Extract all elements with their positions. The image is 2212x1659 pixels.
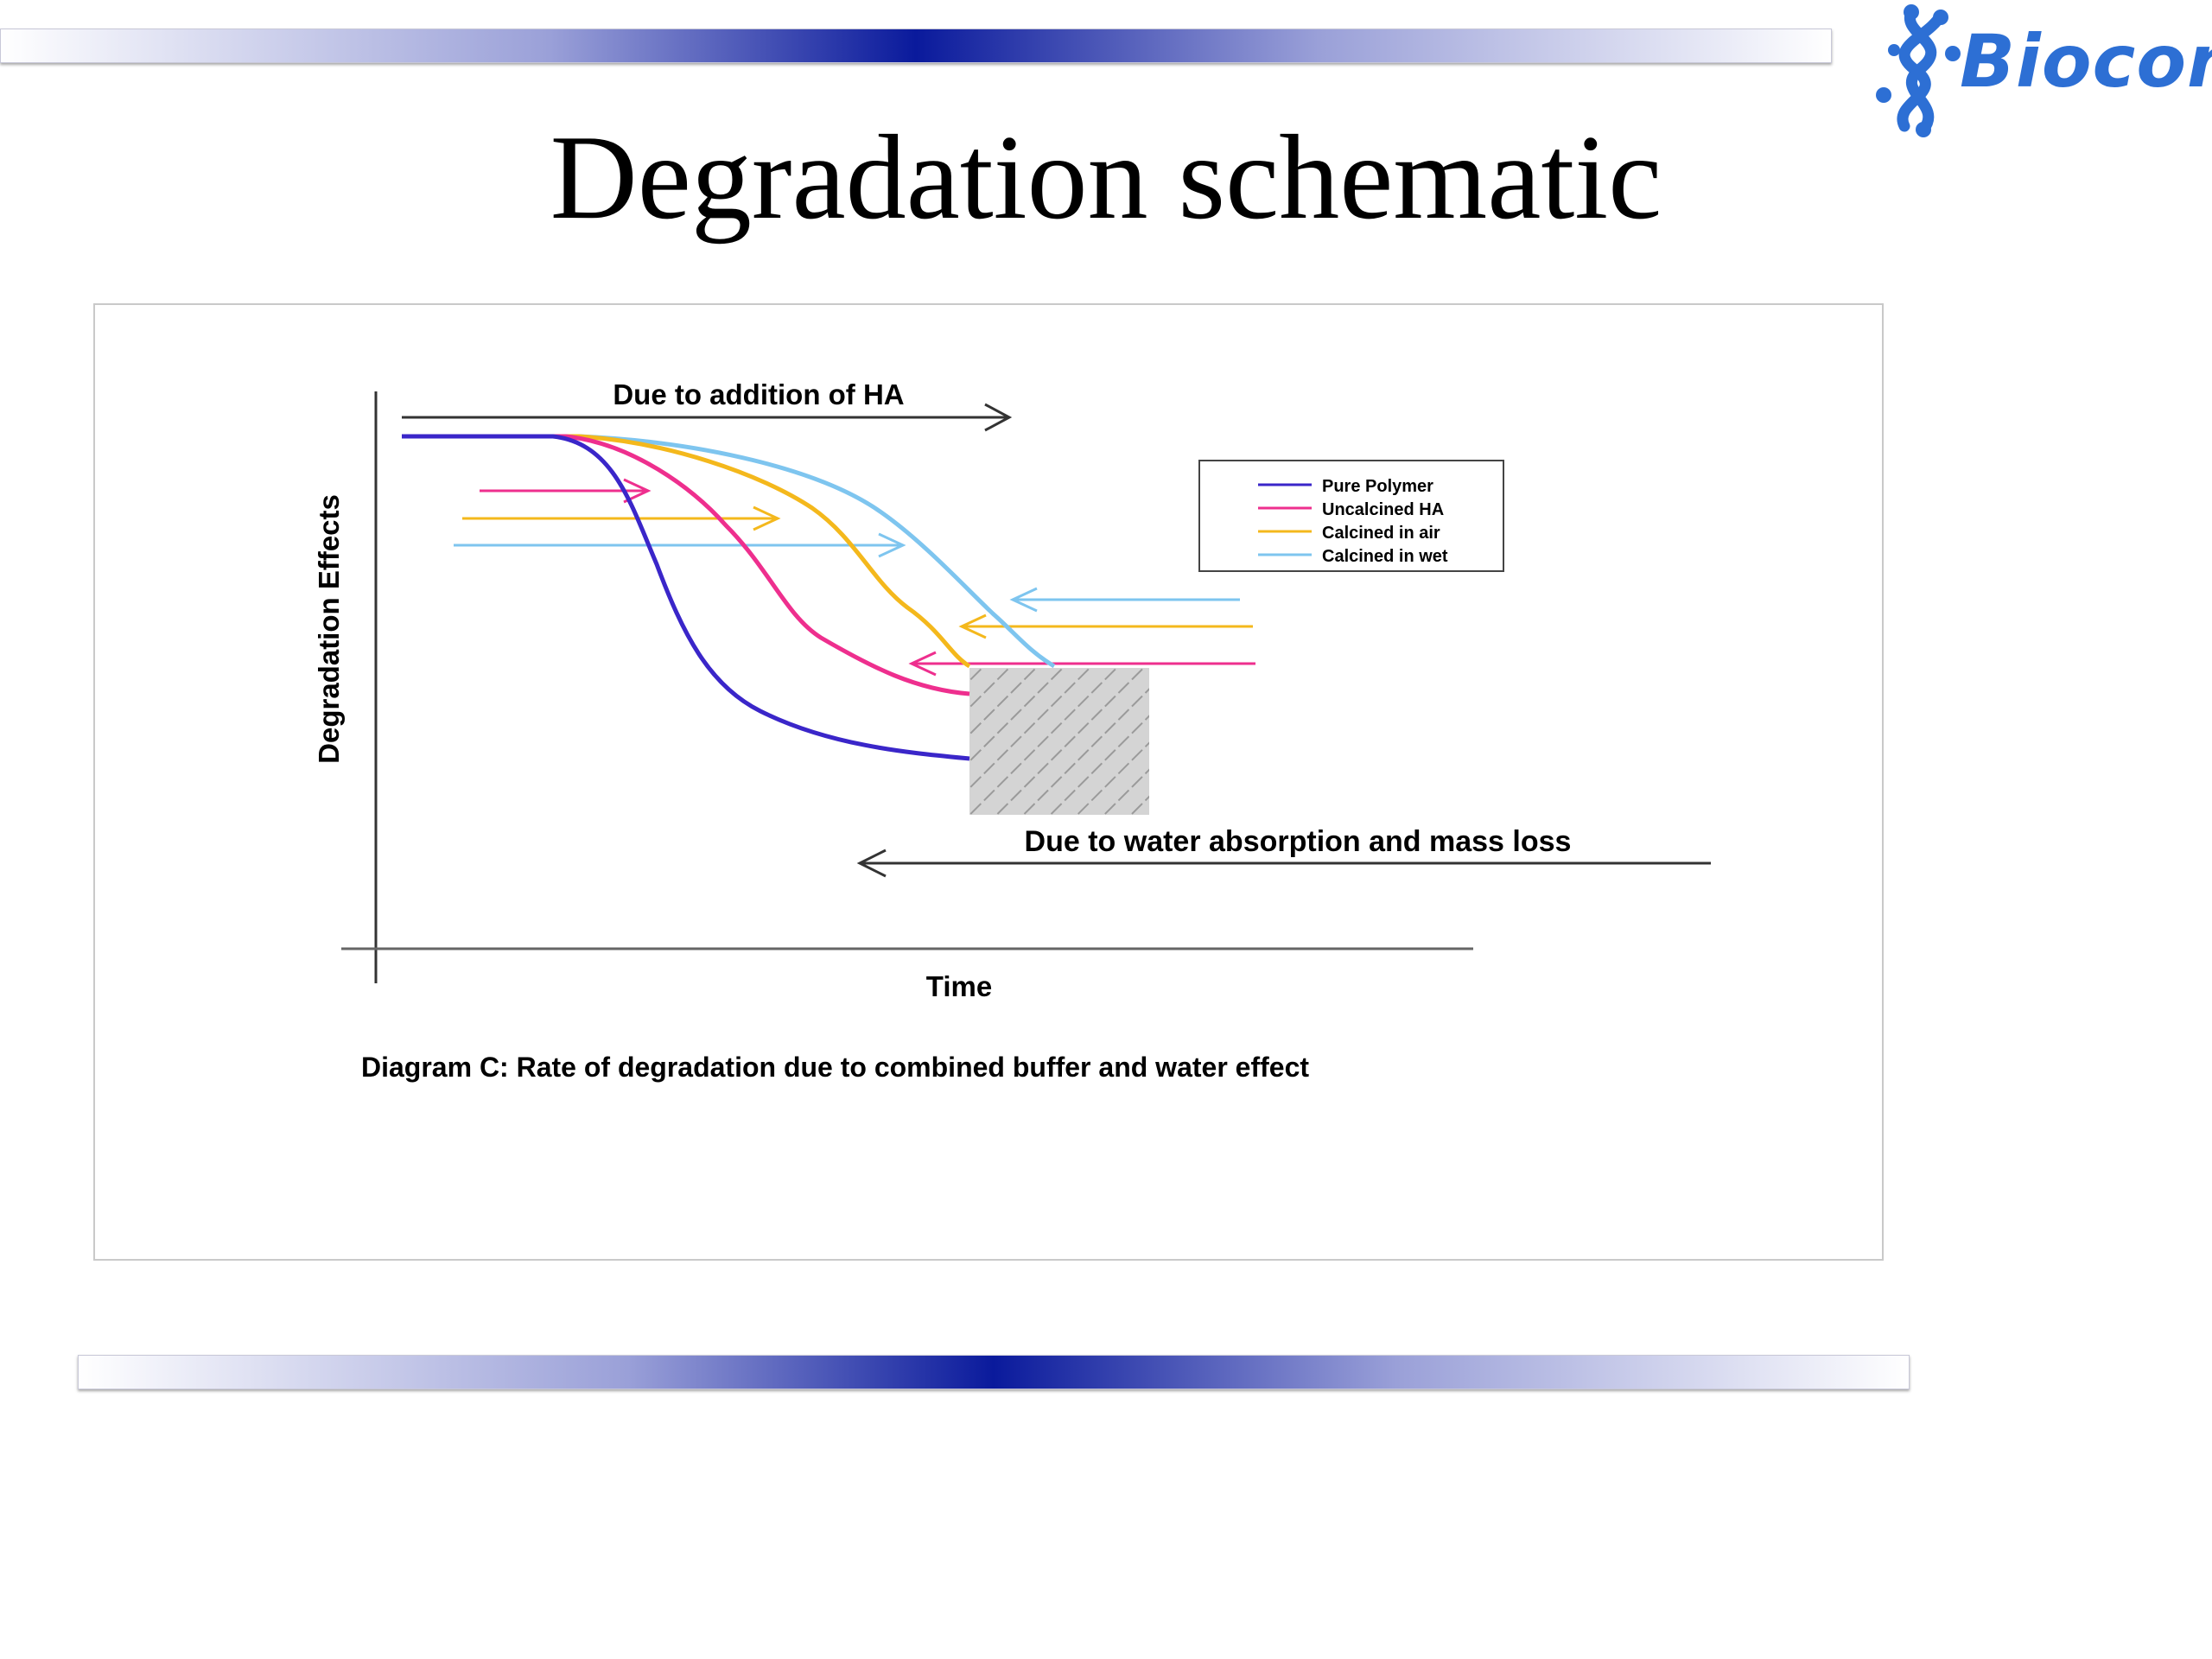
biocon-logo-icon — [1876, 4, 1961, 137]
right-arrow-blue — [1009, 587, 1240, 613]
legend-item: Calcined in air — [1258, 524, 1440, 543]
hatched-region — [969, 668, 1149, 815]
curve-pure-polymer — [402, 434, 970, 761]
diagram-caption: Diagram C: Rate of degradation due to co… — [361, 1052, 1309, 1083]
legend-item: Pure Polymer — [1258, 477, 1433, 496]
y-axis-label: Degradation Effects — [313, 494, 345, 764]
bottom-decorative-band — [78, 1355, 1910, 1389]
left-arrow-pink — [480, 478, 652, 504]
degradation-diagram: Due to addition of HA Due to water absor… — [313, 378, 1711, 1083]
curve-calcined-wet — [402, 434, 1056, 669]
legend-label: Calcined in wet — [1322, 547, 1448, 566]
slide-title: Degradation schematic — [550, 111, 1662, 245]
left-arrow-yellow — [462, 505, 781, 531]
legend-item: Calcined in wet — [1258, 547, 1448, 566]
legend-item: Uncalcined HA — [1258, 500, 1444, 519]
curve-calcined-air — [402, 434, 971, 669]
top-decorative-band — [0, 29, 1832, 63]
legend-label: Calcined in air — [1322, 524, 1440, 543]
legend-label: Uncalcined HA — [1322, 500, 1444, 519]
x-axis-label: Time — [926, 970, 992, 1002]
legend-label: Pure Polymer — [1322, 477, 1433, 496]
logo-text: Biocon — [1960, 19, 2212, 104]
top-arrow — [402, 403, 1013, 432]
right-arrow-yellow — [958, 613, 1253, 639]
top-arrow-label: Due to addition of HA — [613, 378, 904, 410]
curve-uncalcined-ha — [402, 434, 970, 696]
legend-box — [1198, 460, 1504, 572]
diagram-frame: Due to addition of HA Due to water absor… — [93, 303, 1884, 1261]
left-arrow-blue — [454, 532, 906, 558]
bottom-arrow — [856, 849, 1711, 878]
bottom-arrow-label: Due to water absorption and mass loss — [1025, 825, 1572, 858]
